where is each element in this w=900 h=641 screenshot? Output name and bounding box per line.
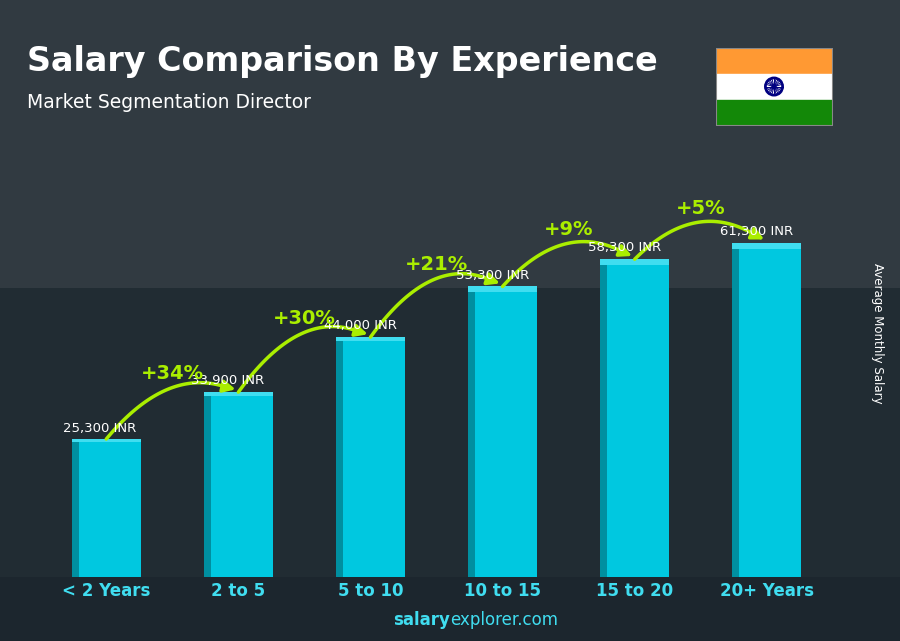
Bar xyxy=(204,392,211,577)
Bar xyxy=(716,99,832,126)
Bar xyxy=(72,439,140,577)
Bar xyxy=(600,259,669,265)
Bar xyxy=(733,243,739,577)
Bar xyxy=(468,287,537,577)
Text: 44,000 INR: 44,000 INR xyxy=(324,319,397,332)
Text: +30%: +30% xyxy=(273,309,336,328)
Text: salary: salary xyxy=(393,612,450,629)
Text: +9%: +9% xyxy=(544,220,593,239)
Text: 33,900 INR: 33,900 INR xyxy=(192,374,265,387)
Bar xyxy=(716,47,832,74)
Bar xyxy=(336,337,405,577)
Bar xyxy=(336,337,405,342)
Bar xyxy=(72,439,140,442)
Text: 53,300 INR: 53,300 INR xyxy=(455,269,529,281)
Text: +5%: +5% xyxy=(676,199,725,217)
Bar xyxy=(0,0,900,288)
Bar xyxy=(204,392,273,395)
Bar xyxy=(204,392,273,577)
Text: Average Monthly Salary: Average Monthly Salary xyxy=(871,263,884,404)
Bar xyxy=(468,287,537,292)
Bar xyxy=(600,259,669,577)
Text: 61,300 INR: 61,300 INR xyxy=(720,225,793,238)
Bar xyxy=(468,287,475,577)
Text: Market Segmentation Director: Market Segmentation Director xyxy=(27,93,311,112)
Bar xyxy=(72,439,79,577)
Text: +21%: +21% xyxy=(405,255,468,274)
Circle shape xyxy=(772,85,776,88)
Text: explorer.com: explorer.com xyxy=(450,612,558,629)
Bar xyxy=(336,337,343,577)
Bar xyxy=(716,74,832,99)
Text: 25,300 INR: 25,300 INR xyxy=(63,422,136,435)
Text: 58,300 INR: 58,300 INR xyxy=(588,242,661,254)
Bar xyxy=(0,577,900,641)
Bar xyxy=(733,243,801,577)
Bar xyxy=(600,259,608,577)
Text: +34%: +34% xyxy=(140,364,204,383)
Bar xyxy=(0,288,900,577)
Bar xyxy=(733,243,801,249)
Text: Salary Comparison By Experience: Salary Comparison By Experience xyxy=(27,45,658,78)
